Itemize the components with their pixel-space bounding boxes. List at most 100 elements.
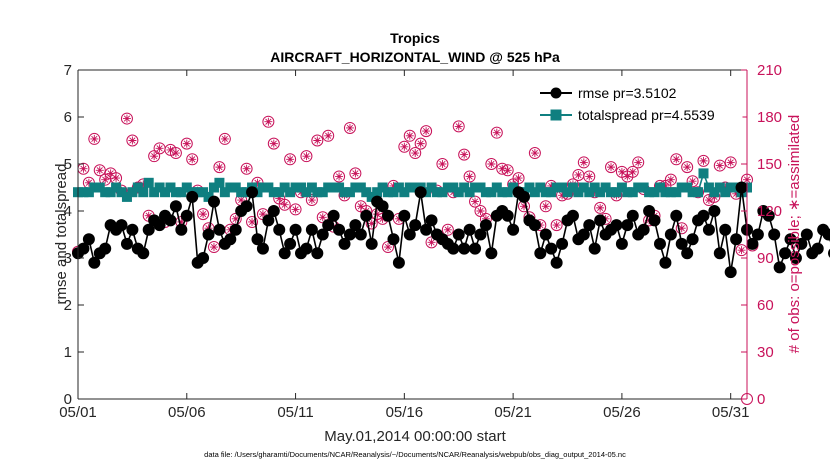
obs-point bbox=[490, 126, 503, 139]
obs-point bbox=[458, 148, 471, 161]
obs-possible-marker bbox=[686, 175, 699, 188]
obs-possible-marker bbox=[675, 222, 688, 235]
totalspread-point bbox=[665, 187, 676, 198]
rmse-point bbox=[686, 233, 699, 246]
chart-title: Tropics bbox=[390, 30, 440, 46]
totalspread-point bbox=[703, 182, 714, 193]
y-left-tick-label: 4 bbox=[64, 203, 72, 220]
y-right-tick-label: 120 bbox=[757, 203, 782, 220]
obs-possible-marker bbox=[605, 161, 618, 174]
rmse-point bbox=[681, 247, 694, 260]
rmse-point bbox=[251, 233, 264, 246]
totalspread-point bbox=[165, 182, 176, 193]
rmse-point bbox=[643, 205, 656, 217]
rmse-point bbox=[577, 228, 590, 241]
obs-assimilated-marker bbox=[688, 177, 697, 186]
obs-assimilated-marker bbox=[427, 238, 436, 247]
rmse-point bbox=[224, 233, 237, 246]
totalspread-point bbox=[377, 182, 388, 193]
obs-point bbox=[300, 150, 313, 163]
totalspread-point bbox=[361, 187, 372, 198]
obs-possible-marker bbox=[278, 198, 291, 211]
rmse-point bbox=[474, 228, 487, 241]
rmse-point bbox=[556, 237, 569, 250]
rmse-point bbox=[751, 228, 764, 241]
rmse-point bbox=[452, 228, 465, 241]
obs-assimilated-marker bbox=[683, 163, 692, 172]
obs-assimilated-marker bbox=[128, 136, 137, 145]
totalspread-point bbox=[393, 182, 404, 193]
totalspread-point bbox=[274, 187, 285, 198]
totalspread-point bbox=[214, 177, 225, 188]
y-right-tick-label: 210 bbox=[757, 62, 782, 79]
totalspread-point bbox=[236, 187, 247, 198]
totalspread-point bbox=[89, 182, 100, 193]
rmse-point bbox=[409, 219, 422, 232]
obs-point bbox=[262, 115, 275, 128]
totalspread-point bbox=[350, 182, 361, 193]
legend-spread-label: totalspread pr=4.5539 bbox=[578, 107, 715, 123]
obs-possible-marker bbox=[218, 132, 231, 145]
obs-assimilated-marker bbox=[416, 139, 425, 148]
obs-possible-marker bbox=[420, 125, 433, 138]
totalspread-point bbox=[535, 182, 546, 193]
rmse-point bbox=[485, 247, 498, 260]
totalspread-point bbox=[600, 182, 611, 193]
rmse-point bbox=[822, 228, 830, 241]
obs-assimilated-marker bbox=[253, 178, 262, 187]
totalspread-point bbox=[312, 187, 323, 198]
y-right-tick-label: 90 bbox=[757, 250, 774, 267]
rmse-point bbox=[746, 237, 759, 250]
y-left-tick-label: 7 bbox=[64, 62, 72, 79]
totalspread-point bbox=[654, 182, 665, 193]
rmse-point bbox=[316, 228, 329, 241]
obs-assimilated-marker bbox=[106, 169, 115, 178]
rmse-point bbox=[338, 237, 351, 250]
rmse-point bbox=[99, 242, 112, 255]
totalspread-point bbox=[198, 187, 209, 198]
rmse-point bbox=[240, 200, 253, 213]
obs-point bbox=[670, 153, 683, 166]
obs-point bbox=[246, 215, 259, 228]
obs-assimilated-marker bbox=[280, 200, 289, 209]
y-axis-left-label: rmse and totalspread bbox=[53, 164, 70, 305]
totalspread-point bbox=[524, 182, 535, 193]
totalspread-point bbox=[540, 187, 551, 198]
rmse-point bbox=[458, 242, 471, 255]
totalspread-point bbox=[480, 187, 491, 198]
obs-assimilated-marker bbox=[237, 196, 246, 205]
obs-point bbox=[333, 170, 346, 183]
rmse-point bbox=[626, 209, 639, 222]
obs-assimilated-marker bbox=[465, 172, 474, 181]
rmse-point bbox=[719, 223, 732, 236]
x-tick-label: 05/26 bbox=[603, 404, 641, 421]
obs-assimilated-marker bbox=[122, 114, 131, 123]
totalspread-point bbox=[720, 187, 731, 198]
totalspread-point bbox=[470, 182, 481, 193]
obs-point bbox=[213, 161, 226, 174]
totalspread-point bbox=[149, 187, 160, 198]
rmse-point bbox=[120, 237, 133, 250]
obs-point bbox=[452, 120, 465, 133]
y-left-tick-label: 0 bbox=[64, 391, 72, 408]
obs-assimilated-marker bbox=[291, 205, 300, 214]
rmse-point bbox=[197, 252, 210, 264]
y-left-tick-label: 2 bbox=[64, 297, 72, 314]
rmse-point bbox=[539, 228, 552, 241]
obs-assimilated-marker bbox=[166, 145, 175, 154]
obs-possible-marker bbox=[262, 115, 275, 128]
rmse-point bbox=[795, 237, 808, 250]
obs-possible-marker bbox=[300, 150, 313, 163]
obs-point bbox=[713, 159, 726, 172]
rmse-point bbox=[311, 247, 324, 260]
rmse-point bbox=[789, 252, 802, 264]
totalspread-point bbox=[584, 187, 595, 198]
obs-assimilated-marker bbox=[144, 211, 153, 220]
obs-assimilated-marker bbox=[487, 160, 496, 168]
obs-point bbox=[180, 137, 193, 150]
obs-point bbox=[675, 222, 688, 235]
totalspread-point bbox=[132, 182, 143, 193]
totalspread-point bbox=[301, 187, 312, 198]
obs-point bbox=[550, 219, 563, 232]
